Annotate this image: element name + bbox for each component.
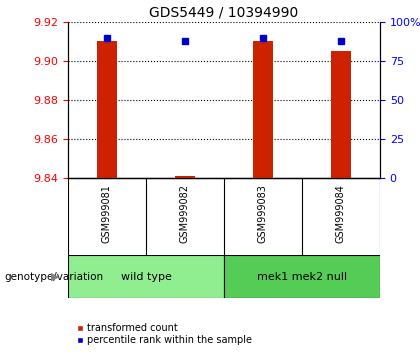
Bar — [68, 255, 224, 298]
Text: ▶: ▶ — [51, 272, 60, 281]
Text: wild type: wild type — [121, 272, 171, 281]
Bar — [175, 176, 195, 178]
Bar — [224, 255, 380, 298]
Text: GSM999082: GSM999082 — [180, 184, 190, 243]
Text: genotype/variation: genotype/variation — [4, 272, 103, 281]
Bar — [97, 41, 117, 178]
Text: mek1 mek2 null: mek1 mek2 null — [257, 272, 347, 281]
Text: GSM999083: GSM999083 — [258, 184, 268, 243]
Legend: transformed count, percentile rank within the sample: transformed count, percentile rank withi… — [73, 319, 256, 349]
Text: GSM999084: GSM999084 — [336, 184, 346, 243]
Text: GSM999081: GSM999081 — [102, 184, 112, 243]
Bar — [331, 51, 351, 178]
Bar — [253, 41, 273, 178]
Title: GDS5449 / 10394990: GDS5449 / 10394990 — [150, 5, 299, 19]
